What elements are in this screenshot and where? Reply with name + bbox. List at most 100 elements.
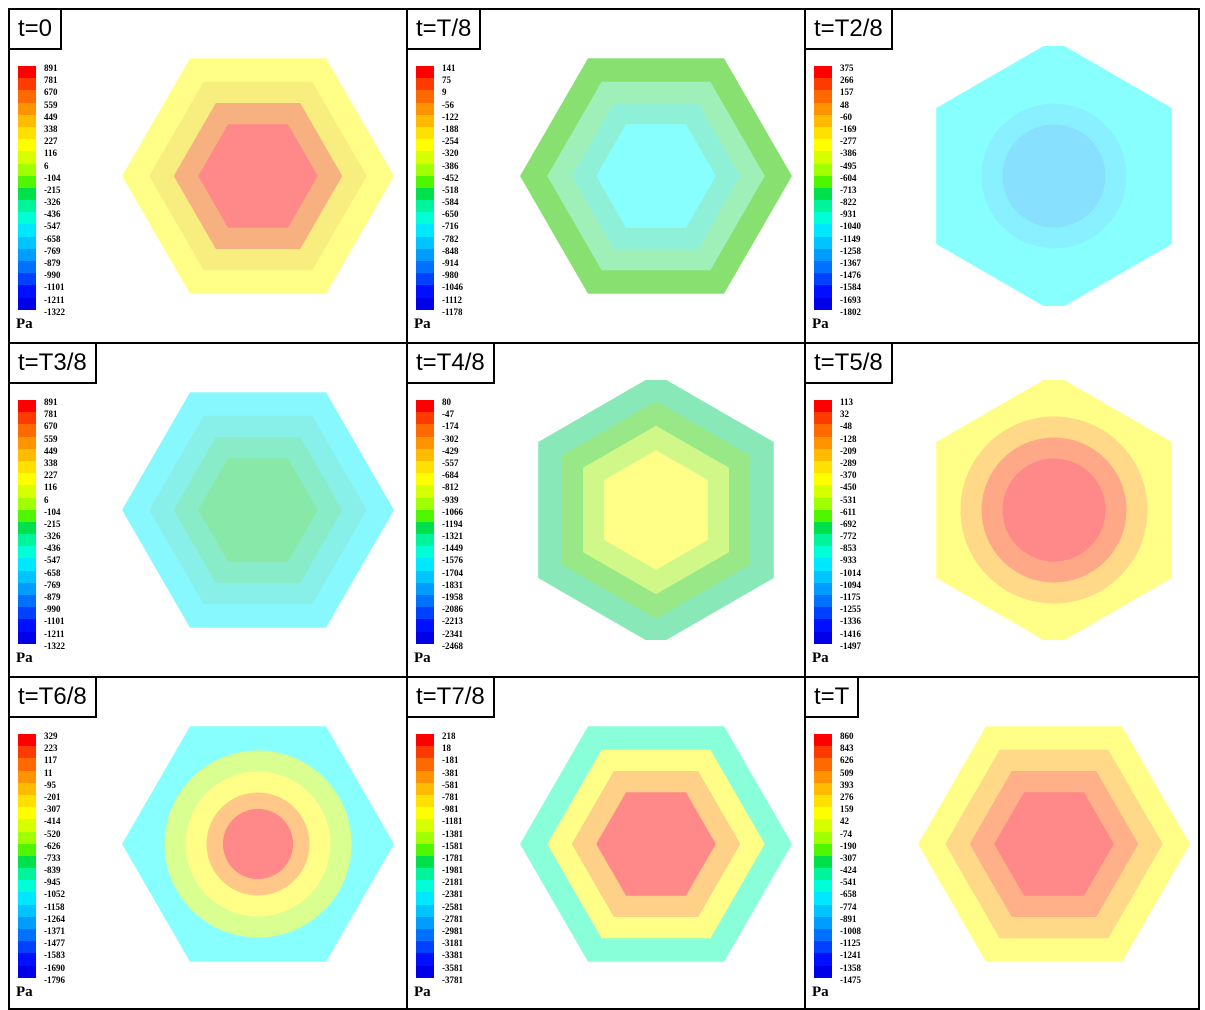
colorbar-tick-labels: 891 781 670 559 449 338 227 116 6 -104 -215 -326 -43… bbox=[44, 396, 65, 652]
colorbar-tick-label: 843 bbox=[840, 743, 854, 754]
colorbar-tick-label: -547 bbox=[44, 221, 61, 232]
colorbar-tick-label: -1008 bbox=[840, 926, 861, 936]
colorbar-segment bbox=[814, 261, 832, 274]
colorbar-segment bbox=[416, 831, 434, 844]
colorbar-tick-label: -174 bbox=[442, 421, 459, 432]
colorbar-segment bbox=[814, 892, 832, 905]
colorbar-tick-label: -1704 bbox=[442, 567, 463, 578]
colorbar-tick-label: -436 bbox=[44, 209, 61, 220]
colorbar-tick-label: -1358 bbox=[840, 962, 861, 973]
colorbar-tick-label: -713 bbox=[840, 184, 857, 195]
colorbar-tick-label: -302 bbox=[442, 433, 459, 444]
colorbar-tick-label: 375 bbox=[840, 63, 854, 73]
colorbar-segment bbox=[814, 497, 832, 510]
contour-region bbox=[198, 124, 318, 228]
colorbar-tick-label: -733 bbox=[44, 852, 61, 863]
colorbar-segment bbox=[18, 782, 36, 795]
colorbar-segment bbox=[18, 485, 36, 498]
colorbar-tick-label: 509 bbox=[840, 767, 854, 778]
colorbar-segment bbox=[814, 151, 832, 164]
colorbar-segment bbox=[416, 929, 434, 942]
colorbar-tick-label: -1040 bbox=[840, 221, 861, 232]
colorbar-segment bbox=[416, 497, 434, 510]
colorbar-segment bbox=[18, 114, 36, 127]
pressure-contour-hexagon bbox=[936, 46, 1172, 306]
contour-panel: t=T4/8 80 -47 -174 -302 -429 -557 -684 -812 -939-… bbox=[406, 342, 806, 678]
colorbar bbox=[416, 400, 434, 644]
colorbar-segment bbox=[18, 285, 36, 298]
colorbar-segment bbox=[814, 521, 832, 535]
colorbar-tick-label: -289 bbox=[840, 457, 857, 468]
colorbar-segment bbox=[814, 819, 832, 832]
contour-panel: t=T3/8 891 781 670 559 449 338 227 116 6 -104 -215 -… bbox=[8, 342, 408, 678]
colorbar-tick-label: -1094 bbox=[840, 579, 861, 590]
colorbar-tick-label: -1211 bbox=[44, 294, 65, 305]
colorbar-segment bbox=[18, 424, 36, 437]
colorbar-tick-label: 781 bbox=[44, 75, 58, 86]
colorbar-tick-label: 449 bbox=[44, 111, 58, 122]
colorbar-tick-label: -190 bbox=[840, 840, 857, 851]
colorbar-tick-label: -181 bbox=[442, 755, 459, 766]
colorbar-segment bbox=[18, 273, 36, 286]
colorbar-segment bbox=[814, 746, 832, 759]
colorbar-segment bbox=[416, 102, 434, 115]
colorbar-segment bbox=[416, 212, 434, 225]
colorbar-tick-label: -781 bbox=[442, 791, 459, 802]
colorbar-tick-label: -939 bbox=[442, 494, 459, 505]
unit-label: Pa bbox=[16, 650, 33, 666]
colorbar-tick-labels: 141 75 9 -56 -122 -188 -254 -320 -386 -452 -518 -58… bbox=[442, 62, 463, 318]
colorbar-segment bbox=[18, 102, 36, 115]
colorbar-segment bbox=[814, 807, 832, 820]
colorbar-tick-label: -1381 bbox=[442, 828, 463, 839]
colorbar-tick-label: 626 bbox=[840, 755, 854, 766]
colorbar-segment bbox=[18, 521, 36, 535]
colorbar-segment bbox=[416, 855, 434, 869]
colorbar-tick-label: -1175 bbox=[840, 592, 861, 602]
colorbar-tick-label: -1802 bbox=[840, 306, 861, 317]
colorbar-tick-label: 9 bbox=[442, 87, 447, 98]
colorbar-tick-label: 32 bbox=[840, 409, 849, 420]
colorbar-tick-label: -1476 bbox=[840, 270, 861, 281]
colorbar-tick-label: -1046 bbox=[442, 282, 463, 293]
colorbar-tick-label: -1981 bbox=[442, 865, 463, 876]
colorbar-tick-label: -1322 bbox=[44, 640, 65, 651]
colorbar-segment bbox=[416, 126, 434, 140]
colorbar-tick-label: -1052 bbox=[44, 889, 65, 900]
pressure-contour-hexagon bbox=[538, 380, 774, 640]
colorbar-tick-label: -879 bbox=[44, 258, 61, 268]
colorbar-segment bbox=[416, 570, 434, 583]
colorbar-segment bbox=[814, 607, 832, 620]
colorbar-segment bbox=[814, 102, 832, 115]
colorbar-segment bbox=[814, 770, 832, 783]
colorbar-tick-label: 113 bbox=[840, 397, 854, 407]
colorbar-tick-label: 276 bbox=[840, 791, 854, 802]
colorbar-segment bbox=[814, 460, 832, 474]
colorbar bbox=[18, 400, 36, 644]
colorbar-tick-labels: 80 -47 -174 -302 -429 -557 -684 -812 -939 -1066 -1… bbox=[442, 396, 463, 652]
colorbar-segment bbox=[416, 619, 434, 632]
time-label: t=T6/8 bbox=[10, 678, 97, 718]
colorbar-segment bbox=[18, 855, 36, 869]
colorbar-segment bbox=[814, 558, 832, 571]
colorbar-tick-label: -2086 bbox=[442, 604, 463, 615]
colorbar-tick-label: -381 bbox=[442, 767, 459, 778]
colorbar-segment bbox=[416, 904, 434, 917]
colorbar-tick-label: -1371 bbox=[44, 926, 65, 936]
colorbar-segment bbox=[416, 916, 434, 929]
colorbar-segment bbox=[18, 297, 36, 310]
colorbar-tick-label: -122 bbox=[442, 111, 459, 122]
colorbar-segment bbox=[416, 151, 434, 164]
colorbar-segment bbox=[814, 126, 832, 140]
colorbar-segment bbox=[416, 880, 434, 893]
colorbar-tick-label: -1831 bbox=[442, 579, 463, 590]
colorbar-segment bbox=[416, 436, 434, 449]
colorbar-segment bbox=[416, 261, 434, 274]
contour-region bbox=[596, 124, 716, 228]
colorbar-tick-label: -326 bbox=[44, 531, 61, 542]
colorbar-segment bbox=[416, 139, 434, 152]
colorbar-segment bbox=[18, 965, 36, 978]
colorbar-segment bbox=[416, 400, 434, 413]
time-label: t=T bbox=[806, 678, 860, 718]
colorbar-tick-label: -277 bbox=[840, 136, 857, 147]
colorbar-tick-label: -716 bbox=[442, 221, 459, 232]
